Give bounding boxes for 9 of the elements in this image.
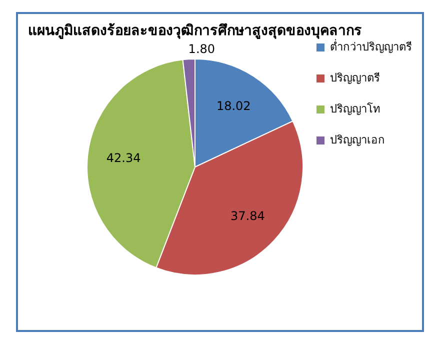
data-label: 37.84 (230, 209, 265, 224)
legend-label: ปริญญาโท (330, 102, 380, 116)
legend-label: ปริญญาเอก (330, 134, 385, 146)
legend-label: ต่ำกว่าปริญญาตรี (330, 38, 412, 54)
data-label: 42.34 (106, 150, 141, 165)
data-label: 18.02 (216, 99, 251, 114)
chart-title: แผนภูมิแสดงร้อยละของวุฒิการศึกษาสูงสุดของบุคลากร (28, 22, 362, 39)
legend-label: ปริญญาตรี (330, 72, 380, 84)
data-label: 1.80 (188, 42, 216, 56)
